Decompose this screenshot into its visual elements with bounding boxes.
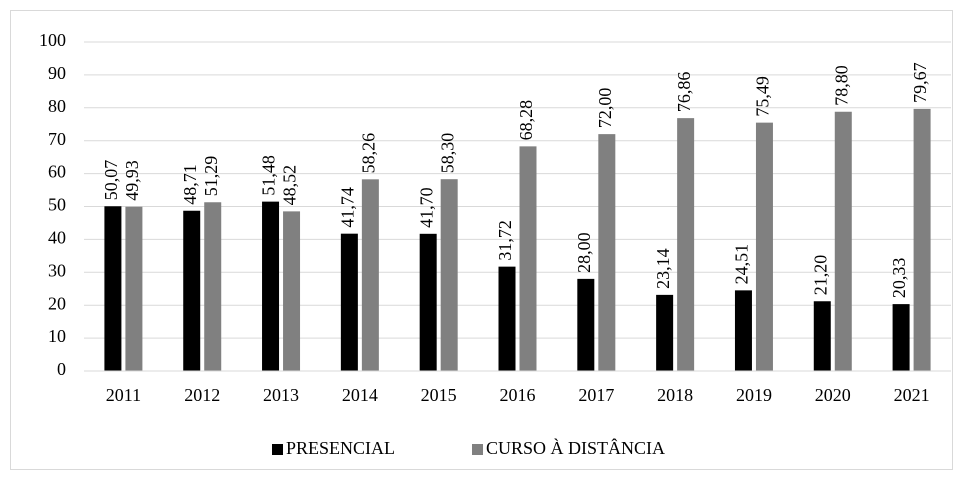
bar xyxy=(440,179,458,371)
data-label: 49,93 xyxy=(122,160,142,201)
y-tick-label: 90 xyxy=(48,63,66,83)
bar xyxy=(755,122,773,371)
data-label: 72,00 xyxy=(595,88,615,129)
data-label: 51,48 xyxy=(259,155,279,196)
x-tick-label: 2011 xyxy=(106,385,141,405)
bar xyxy=(598,134,616,371)
data-label: 24,51 xyxy=(732,244,752,285)
bar xyxy=(656,294,674,371)
bar xyxy=(813,301,831,371)
data-label: 23,14 xyxy=(653,248,673,289)
x-tick-label: 2014 xyxy=(342,385,378,405)
bar xyxy=(834,111,852,372)
y-tick-label: 40 xyxy=(48,228,66,248)
data-label: 20,33 xyxy=(889,258,909,299)
x-tick-label: 2018 xyxy=(657,385,693,405)
bar xyxy=(577,278,595,371)
x-tick-label: 2015 xyxy=(421,385,457,405)
legend-label: CURSO À DISTÂNCIA xyxy=(486,437,665,458)
x-tick-label: 2016 xyxy=(500,385,536,405)
bar xyxy=(183,210,201,371)
x-tick-label: 2017 xyxy=(578,385,614,405)
bar xyxy=(892,304,910,371)
data-label: 21,20 xyxy=(810,255,830,296)
bar xyxy=(204,202,222,371)
bar xyxy=(677,118,695,371)
data-label: 48,52 xyxy=(280,165,300,206)
data-label: 76,86 xyxy=(674,72,694,113)
bar xyxy=(419,233,437,371)
bar xyxy=(340,233,358,371)
data-label: 31,72 xyxy=(495,220,515,261)
data-label: 78,80 xyxy=(831,65,851,106)
legend-swatch xyxy=(272,444,283,455)
legend-label: PRESENCIAL xyxy=(286,438,395,458)
bar xyxy=(262,201,280,371)
x-tick-label: 2019 xyxy=(736,385,772,405)
bar xyxy=(498,266,516,371)
y-tick-label: 60 xyxy=(48,162,66,182)
data-label: 58,26 xyxy=(358,133,378,174)
legend-swatch xyxy=(472,444,483,455)
data-label: 28,00 xyxy=(574,232,594,273)
x-tick-label: 2013 xyxy=(263,385,299,405)
x-tick-label: 2020 xyxy=(815,385,851,405)
bar xyxy=(361,179,379,371)
data-label: 68,28 xyxy=(516,100,536,141)
data-label: 51,29 xyxy=(201,156,221,197)
chart-border xyxy=(10,10,953,470)
bar xyxy=(913,108,931,372)
y-tick-label: 10 xyxy=(48,326,66,346)
y-tick-label: 0 xyxy=(57,359,66,379)
data-label: 79,67 xyxy=(910,62,930,103)
data-label: 48,71 xyxy=(180,164,200,205)
data-label: 41,70 xyxy=(416,187,436,228)
y-tick-label: 80 xyxy=(48,96,66,116)
bar xyxy=(125,206,143,371)
bar xyxy=(734,290,752,371)
data-label: 41,74 xyxy=(337,187,357,228)
bar xyxy=(519,146,537,371)
y-tick-label: 70 xyxy=(48,129,66,149)
y-tick-label: 50 xyxy=(48,195,66,215)
data-label: 50,07 xyxy=(101,160,121,201)
bar xyxy=(283,211,301,371)
y-tick-label: 100 xyxy=(39,30,66,50)
data-label: 75,49 xyxy=(753,76,773,117)
data-label: 58,30 xyxy=(437,133,457,174)
x-tick-label: 2021 xyxy=(894,385,930,405)
bar xyxy=(104,206,122,371)
x-tick-label: 2012 xyxy=(184,385,220,405)
y-tick-label: 30 xyxy=(48,260,66,280)
y-tick-label: 20 xyxy=(48,293,66,313)
